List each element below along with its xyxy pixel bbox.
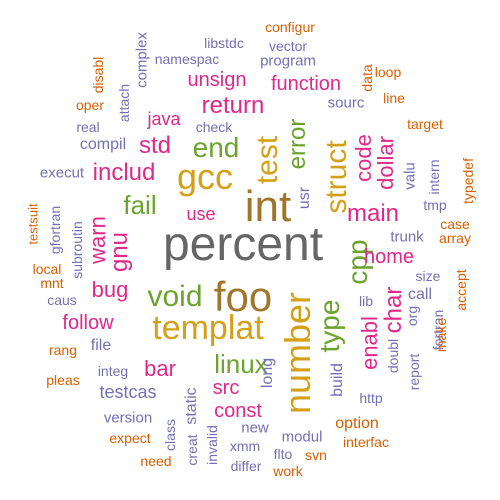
- word-class: class: [162, 419, 178, 451]
- word-usr: usr: [296, 186, 313, 210]
- word-real: real: [76, 119, 100, 135]
- word-gnu: gnu: [106, 231, 133, 273]
- word-java: java: [147, 109, 181, 129]
- word-flto: flto: [273, 446, 293, 462]
- word-make: make: [433, 317, 449, 353]
- word-configur: configur: [265, 19, 315, 35]
- word-mnt: mnt: [40, 275, 64, 291]
- word-check: check: [195, 119, 233, 135]
- word-xmm: xmm: [229, 438, 261, 454]
- word-function: function: [270, 73, 342, 95]
- word-build: build: [329, 363, 346, 397]
- word-bug: bug: [91, 277, 129, 302]
- word-templat: templat: [152, 309, 264, 347]
- word-tmp: tmp: [423, 197, 447, 213]
- word-caus: caus: [47, 292, 77, 308]
- word-fail: fail: [123, 190, 157, 220]
- word-new: new: [241, 419, 269, 437]
- word-size: size: [415, 268, 441, 284]
- word-invalid: invalid: [204, 425, 220, 465]
- word-long: long: [259, 357, 276, 389]
- word-sourc: sourc: [327, 94, 365, 112]
- word-static: static: [183, 387, 200, 425]
- word-disabl: disabl: [90, 56, 106, 94]
- word-enabl: enabl: [357, 316, 382, 370]
- word-std: std: [138, 132, 172, 159]
- word-number: number: [277, 291, 318, 415]
- word-test: test: [251, 135, 284, 185]
- word-report: report: [406, 353, 422, 391]
- word-unsign: unsign: [187, 69, 247, 91]
- word-interfac: interfac: [343, 434, 389, 450]
- word-local: local: [32, 261, 62, 277]
- word-option: option: [335, 415, 379, 432]
- word-svn: svn: [305, 447, 327, 463]
- word-modul: modul: [281, 428, 323, 446]
- word-src: src: [212, 377, 240, 399]
- word-oper: oper: [75, 97, 105, 113]
- word-return: return: [201, 92, 265, 119]
- word-intern: intern: [426, 159, 442, 195]
- word-percent: percent: [162, 218, 324, 271]
- word-rang: rang: [48, 342, 78, 358]
- word-case: case: [440, 216, 470, 232]
- word-use: use: [186, 204, 216, 224]
- word-version: version: [103, 409, 153, 427]
- word-void: void: [147, 280, 203, 313]
- word-testcas: testcas: [99, 382, 157, 402]
- word-foo: foo: [213, 273, 273, 320]
- word-execut: execut: [39, 164, 85, 182]
- word-typedef: typedef: [460, 158, 476, 204]
- word-call: call: [407, 286, 433, 303]
- word-follow: follow: [62, 312, 114, 334]
- word-type: type: [314, 299, 345, 353]
- word-compil: compil: [79, 136, 127, 153]
- word-trunk: trunk: [390, 228, 424, 246]
- word-const: const: [214, 400, 262, 422]
- word-error: error: [284, 118, 311, 170]
- word-namespac: namespac: [154, 51, 220, 67]
- word-dollar: dollar: [373, 136, 398, 190]
- word-complex: complex: [133, 32, 151, 88]
- word-includ: includ: [92, 159, 156, 186]
- word-org: org: [404, 305, 420, 327]
- word-vector: vector: [268, 38, 308, 54]
- word-gfortran: gfortran: [47, 205, 63, 255]
- word-linux: linux: [214, 349, 268, 379]
- word-lib: lib: [358, 293, 374, 309]
- word-char: char: [380, 286, 407, 334]
- word-accept: accept: [453, 269, 469, 311]
- word-need: need: [140, 453, 172, 469]
- word-testsuit: testsuit: [25, 203, 41, 245]
- word-data: data: [359, 64, 375, 92]
- word-home: home: [363, 246, 415, 268]
- word-attach: attach: [116, 83, 132, 123]
- word-expect: expect: [109, 430, 151, 446]
- word-differ: differ: [230, 458, 262, 474]
- word-subroutin: subroutin: [69, 221, 85, 279]
- word-line: line: [383, 90, 405, 106]
- word-integ: integ: [97, 363, 129, 379]
- word-doubl: doubl: [385, 338, 401, 374]
- word-file: file: [90, 337, 112, 354]
- word-bar: bar: [144, 356, 176, 381]
- word-code: code: [351, 134, 376, 182]
- word-program: program: [260, 52, 316, 70]
- word-valu: valu: [401, 162, 419, 190]
- word-array: array: [439, 230, 471, 246]
- word-loop: loop: [374, 64, 402, 80]
- word-pleas: pleas: [46, 372, 80, 388]
- word-libstdc: libstdc: [204, 35, 244, 51]
- word-creat: creat: [184, 434, 200, 466]
- word-main: main: [346, 200, 400, 227]
- word-http: http: [359, 390, 383, 406]
- word-target: target: [407, 116, 443, 132]
- word-int: int: [244, 182, 292, 231]
- word-warn: warn: [85, 216, 110, 264]
- word-end: end: [192, 132, 240, 163]
- word-work: work: [273, 463, 303, 479]
- word-gcc: gcc: [176, 156, 234, 197]
